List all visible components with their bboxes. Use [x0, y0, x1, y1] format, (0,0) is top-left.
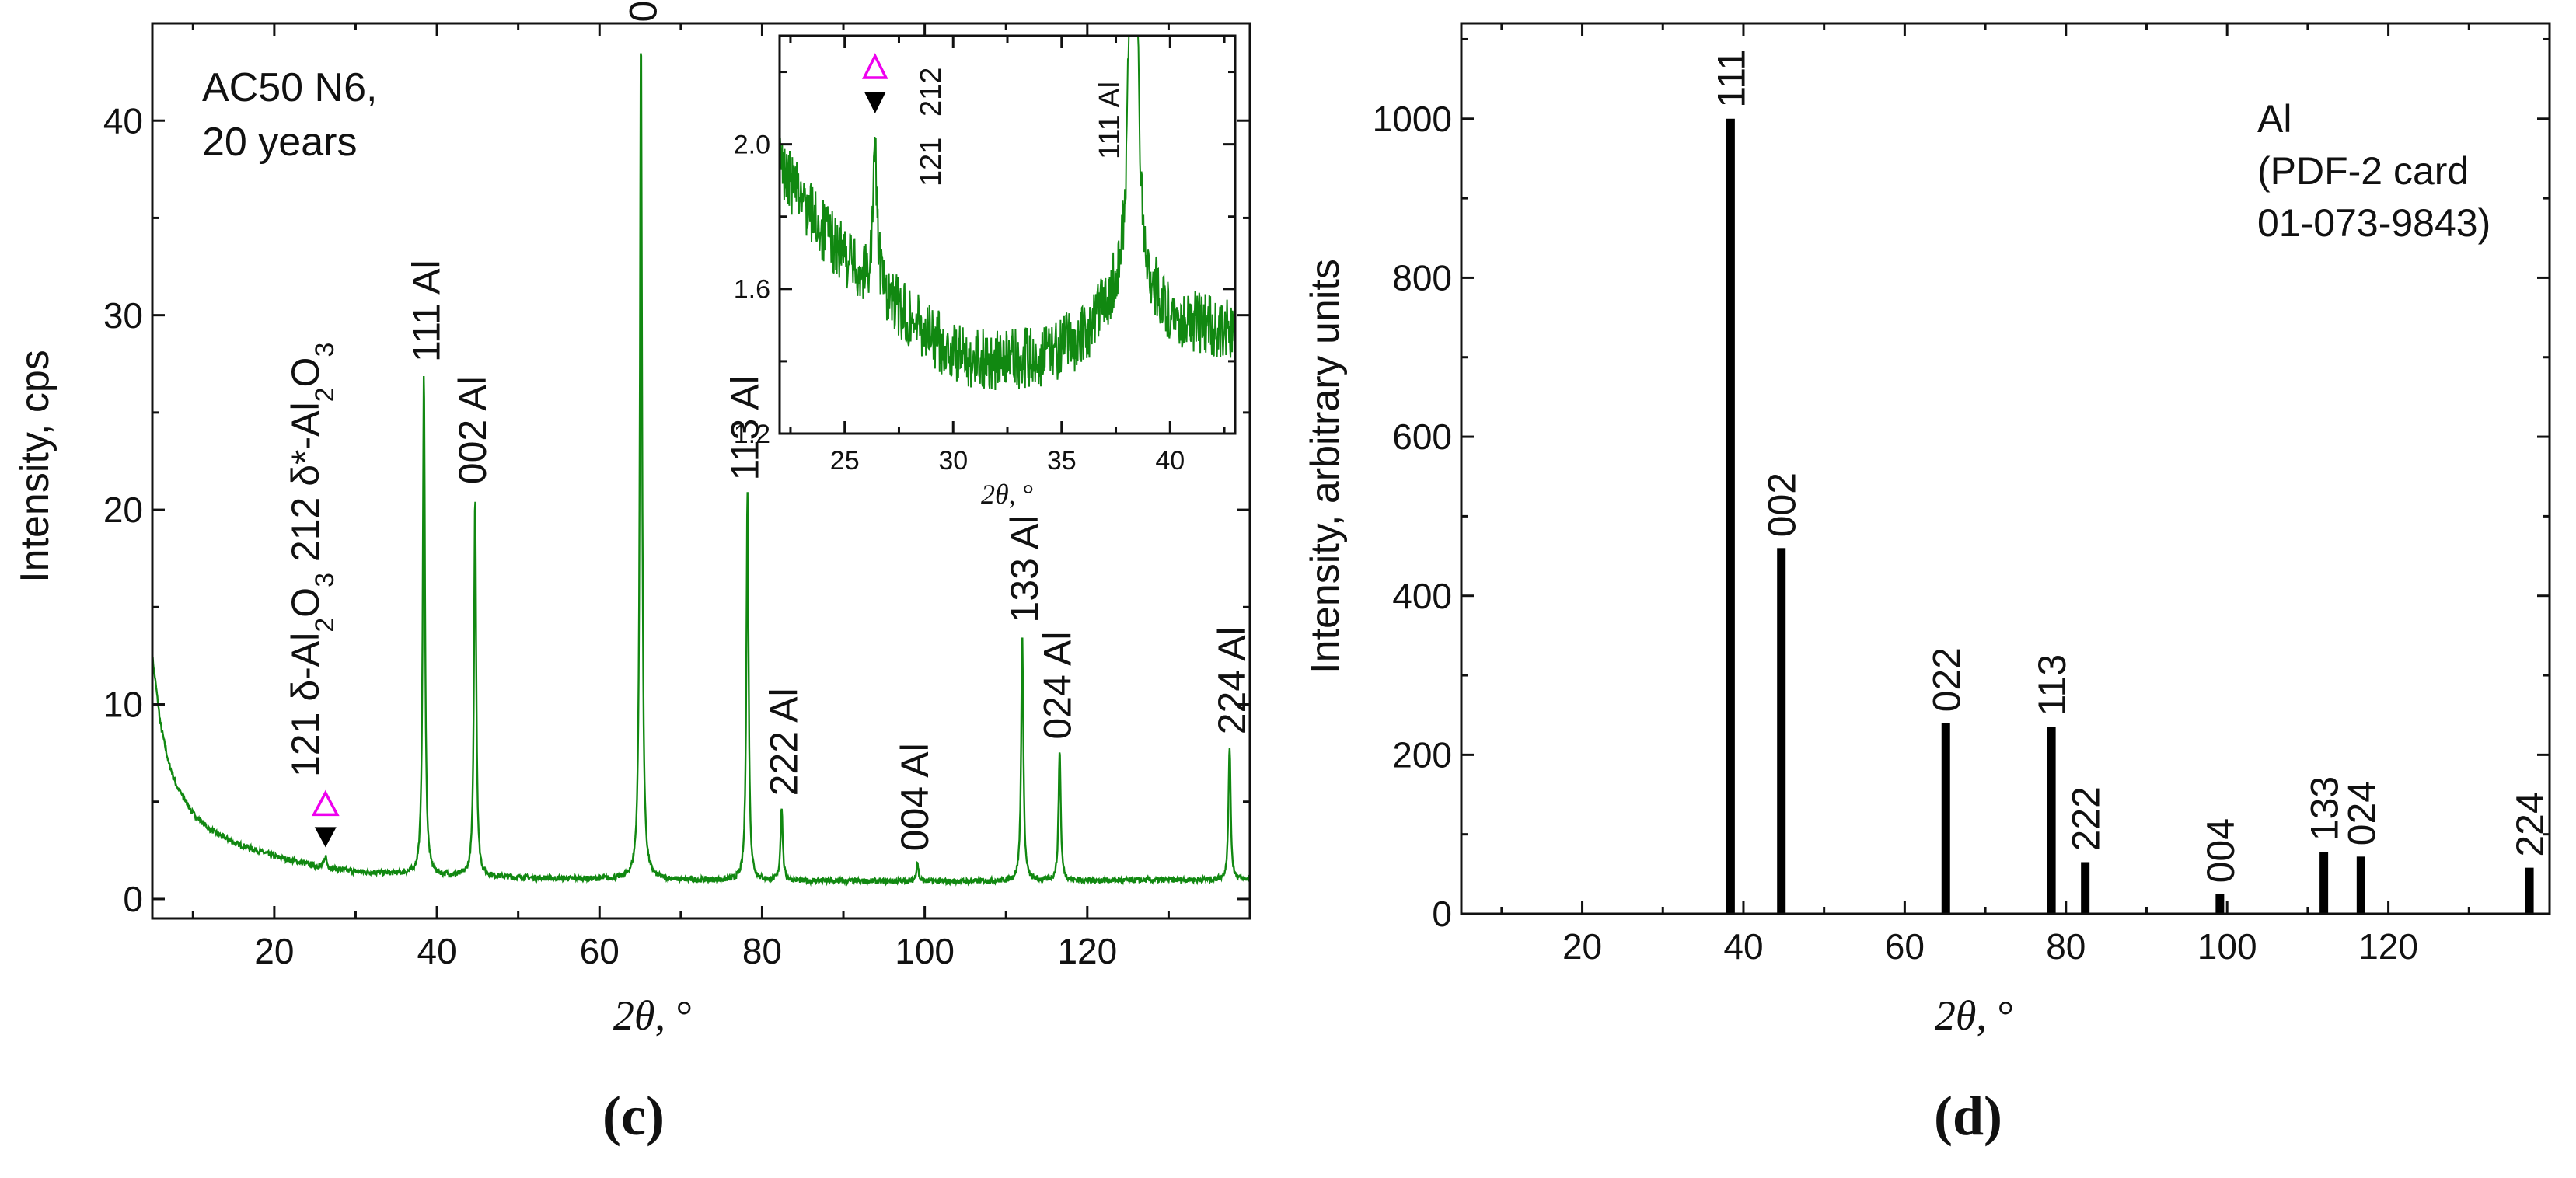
panel-c-axes: 20 40 60 80 100 120 0 10 20 30 40 — [103, 22, 1251, 971]
panel-d-annotation-line1: Al — [2257, 97, 2292, 141]
panel-d-y-tick-label: 200 — [1392, 734, 1452, 775]
panel-d-y-tick-label: 0 — [1432, 894, 1452, 934]
bar-224 — [2525, 867, 2534, 914]
panel-c-x-tick-label: 80 — [742, 931, 782, 971]
panel-c-x-tick-label: 100 — [895, 931, 955, 971]
panel-d-x-tick-label: 120 — [2358, 926, 2418, 967]
panel-d-y-tick-label: 800 — [1392, 258, 1452, 298]
bar-label-113: 113 — [2030, 654, 2074, 716]
panel-c-x-axis-label: 2θ, ° — [613, 992, 693, 1039]
panel-c-y-tick-label: 30 — [103, 295, 143, 336]
panel-d-label: (d) — [1934, 1085, 2002, 1147]
panel-c-markers — [311, 789, 340, 848]
open-triangle-icon — [311, 789, 340, 817]
inset-x-tick-label: 30 — [938, 446, 968, 476]
panel-d-x-tick-label: 80 — [2046, 926, 2086, 967]
inset-frame — [778, 34, 1237, 435]
bar-004 — [2215, 894, 2225, 914]
panel-c-y-tick-label: 40 — [103, 100, 143, 141]
panel-d-annotation-line2: (PDF-2 card — [2257, 149, 2469, 193]
inset-axes: 25 30 35 40 1.2 1.6 2.0 — [734, 34, 1237, 476]
panel-c-chart: AC50 N6, 20 years 121 δ-Al2O3 212 δ*-Al2… — [12, 0, 1254, 1039]
bar-label-111: 111 — [1709, 49, 1753, 108]
bar-label-133: 133 — [2303, 776, 2347, 841]
panel-c-peak-label: 024 Al — [1035, 632, 1079, 740]
panel-c-peak-label: 113 Al — [724, 375, 767, 480]
bar-label-024: 024 — [2340, 781, 2383, 845]
panel-d-frame — [1460, 22, 2551, 915]
bar-133 — [2319, 852, 2329, 914]
inset-x-tick-label: 40 — [1155, 446, 1185, 476]
panel-c-data-line — [151, 53, 1251, 887]
panel-c-annotation-line2: 20 years — [202, 120, 357, 165]
panel-c-peak-label: 004 Al — [893, 743, 937, 851]
panel-d-x-tick-label: 40 — [1723, 926, 1763, 967]
panel-c-x-tick-label: 40 — [417, 931, 456, 971]
panel-c-y-tick-label: 0 — [123, 879, 143, 919]
panel-c-x-tick-label: 120 — [1057, 931, 1117, 971]
panel-d-y-tick-label: 1000 — [1373, 99, 1452, 139]
panel-c-label: (c) — [602, 1085, 665, 1147]
panel-c-peak-label: 133 Al — [1003, 515, 1046, 623]
filled-triangle-icon — [314, 827, 337, 848]
panel-d-bars — [1726, 118, 2534, 915]
bar-113 — [2047, 727, 2056, 914]
panel-c-annotation-line1: AC50 N6, — [202, 65, 377, 110]
inset-open-triangle-icon — [861, 53, 888, 79]
inset-label-111-al: 111 Al — [1094, 82, 1126, 159]
panel-d-axes: 20 40 60 80 100 120 0 200 400 600 800 1000 — [1373, 22, 2551, 967]
panel-d-x-tick-label: 100 — [2197, 926, 2257, 967]
panel-c-peak-label: 224 Al — [1210, 626, 1254, 734]
panel-c-y-tick-label: 10 — [103, 685, 143, 725]
panel-d-y-tick-label: 400 — [1392, 576, 1452, 616]
panel-c-peak-label: 222 Al — [763, 688, 806, 796]
inset-y-tick-label: 1.2 — [734, 420, 770, 449]
panel-c-peak-label: 002 Al — [451, 376, 494, 484]
panel-c-y-tick-label: 20 — [103, 490, 143, 530]
panel-d-x-tick-label: 20 — [1562, 926, 1602, 967]
panel-d-y-axis-label: Intensity, arbitrary units — [1303, 259, 1348, 674]
bar-label-224: 224 — [2508, 792, 2552, 856]
panel-c-frame — [151, 22, 1251, 920]
panel-c-y-axis-label: Intensity, cps — [12, 350, 58, 583]
panel-c-peak-label: 111 Al — [404, 260, 448, 362]
inset-filled-triangle-icon — [864, 92, 886, 113]
panel-c-peak-label: 022 Al — [622, 0, 665, 23]
panel-d-y-tick-label: 600 — [1392, 416, 1452, 457]
inset-x-tick-label: 25 — [830, 446, 860, 476]
panel-d-x-axis-label: 2θ, ° — [1935, 992, 2014, 1039]
panel-c-inset: 25 30 35 40 1.2 1.6 2.0 2θ, ° 121 212 111 Al — [734, 34, 1237, 510]
inset-x-tick-label: 35 — [1047, 446, 1077, 476]
bar-label-002: 002 — [1761, 472, 1804, 537]
panel-c-x-tick-label: 60 — [580, 931, 620, 971]
inset-label-121: 121 — [915, 138, 948, 186]
inset-markers — [861, 53, 888, 113]
inset-data-line — [779, 35, 1236, 391]
bar-label-022: 022 — [1925, 647, 1968, 712]
inset-y-tick-label: 1.6 — [734, 275, 770, 305]
panel-d-annotation-line3: 01-073-9843) — [2257, 201, 2490, 245]
bar-222 — [2081, 862, 2090, 914]
bar-111 — [1726, 118, 1735, 915]
bar-002 — [1777, 548, 1786, 914]
panel-d-x-tick-label: 60 — [1885, 926, 1925, 967]
inset-y-tick-label: 2.0 — [734, 131, 770, 160]
bar-label-004: 004 — [2199, 818, 2243, 883]
bar-label-222: 222 — [2065, 786, 2108, 851]
inset-label-212: 212 — [915, 68, 948, 117]
panel-c-x-tick-label: 20 — [254, 931, 294, 971]
bar-024 — [2356, 856, 2365, 914]
inset-x-axis-label: 2θ, ° — [981, 479, 1034, 510]
bar-022 — [1941, 723, 1950, 914]
